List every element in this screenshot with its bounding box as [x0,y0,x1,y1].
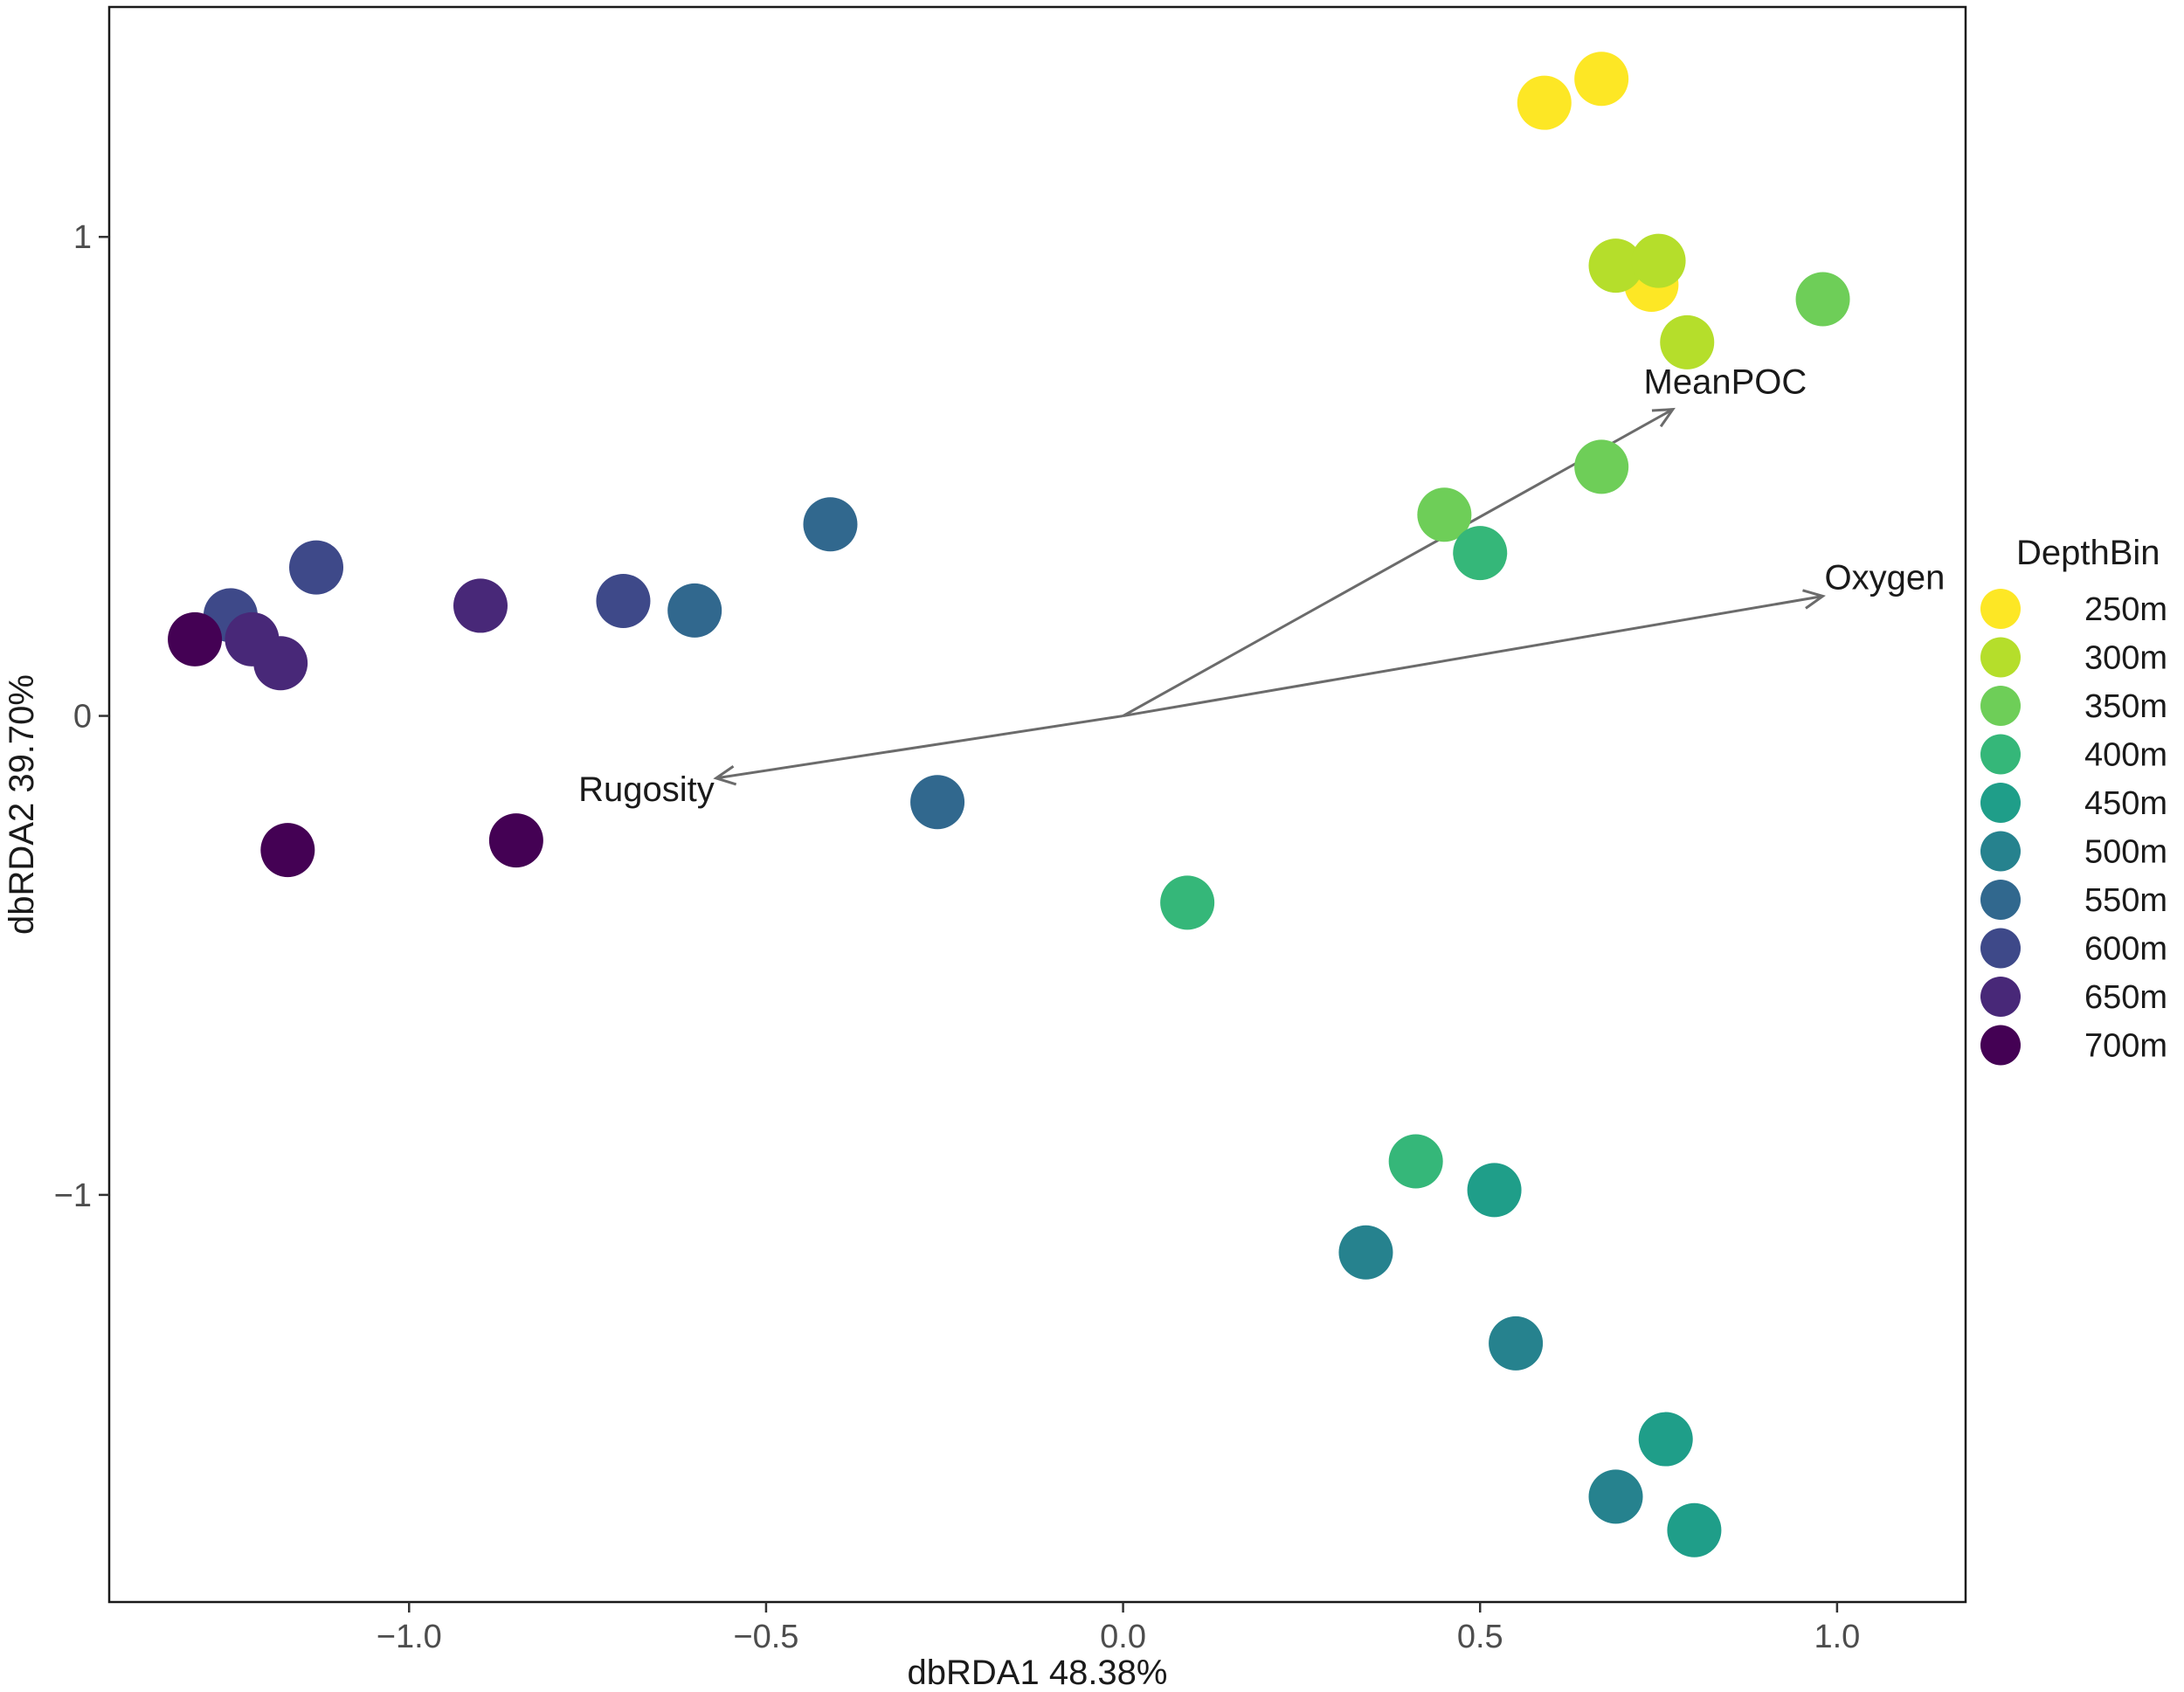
legend-label-250m: 250m [2084,591,2167,628]
legend-label-300m: 300m [2084,640,2167,677]
point-500m [1338,1225,1393,1280]
point-700m [168,611,223,666]
x-axis: −1.0 −0.5 0.0 0.5 1.0 [377,1602,1860,1655]
point-350m [1574,439,1629,494]
vector-rugosity-line [715,715,1123,780]
point-550m [910,775,965,830]
point-300m [1631,233,1686,288]
legend-key-650m [1980,977,2021,1017]
point-700m [488,813,543,868]
y-axis-title: dbRDA2 39.70% [3,674,41,935]
vector-meanpoc-label: MeanPOC [1644,363,1807,402]
point-400m [1388,1134,1443,1189]
legend-label-550m: 550m [2084,882,2167,919]
legend: DepthBin 250m 300m 350m 400m 450m 500m 550m 600… [1980,534,2167,1066]
point-600m [596,573,651,628]
legend-label-650m: 650m [2084,979,2167,1016]
legend-key-550m [1980,880,2021,920]
biplot-vectors: MeanPOC Oxygen Rugosity [578,363,1945,809]
point-250m [1517,75,1572,130]
vector-meanpoc-arrowhead [1651,407,1676,428]
legend-entries: 250m 300m 350m 400m 450m 500m 550m 600m 650m 700m [1980,589,2167,1066]
point-350m [1417,487,1472,542]
vector-oxygen-arrowhead [1802,589,1826,610]
legend-key-350m [1980,686,2021,726]
legend-key-500m [1980,831,2021,872]
legend-label-350m: 350m [2084,688,2167,725]
point-700m [260,823,315,878]
point-650m [253,636,308,691]
legend-label-400m: 400m [2084,737,2167,774]
legend-key-450m [1980,783,2021,823]
panel-border [107,5,1967,1604]
legend-title: DepthBin [2016,534,2160,572]
legend-label-450m: 450m [2084,785,2167,822]
point-300m [1660,314,1715,369]
x-tick-label: 0.5 [1457,1619,1503,1655]
legend-key-600m [1980,928,2021,969]
point-550m [803,497,858,552]
vector-oxygen-label: Oxygen [1825,558,1946,597]
point-500m [1489,1316,1544,1371]
point-650m [453,578,508,633]
vector-rugosity-arrowhead [713,765,737,786]
point-450m [1467,1163,1522,1218]
x-tick-label: −1.0 [377,1619,442,1655]
x-tick-label: −0.5 [733,1619,798,1655]
legend-label-600m: 600m [2084,931,2167,968]
data-points [168,52,1850,1557]
point-600m [289,540,344,595]
legend-label-500m: 500m [2084,834,2167,871]
legend-key-400m [1980,734,2021,775]
point-450m [1667,1502,1722,1557]
point-400m [1160,875,1215,930]
legend-key-250m [1980,589,2021,629]
point-350m [1795,272,1850,327]
x-tick-label: 1.0 [1814,1619,1860,1655]
point-450m [1638,1412,1693,1467]
y-axis: 1 0 −1 [54,219,109,1214]
y-tick-label: 0 [73,699,92,736]
point-250m [1574,52,1629,107]
point-400m [1453,526,1508,581]
legend-label-700m: 700m [2084,1028,2167,1065]
point-550m [667,583,722,638]
x-axis-title: dbRDA1 48.38% [908,1654,1168,1692]
legend-key-700m [1980,1025,2021,1066]
y-tick-label: −1 [54,1177,92,1214]
point-300m [1588,238,1643,294]
plot-panel [107,5,1967,1604]
x-tick-label: 0.0 [1100,1619,1146,1655]
vector-rugosity-label: Rugosity [578,770,715,809]
legend-key-300m [1980,637,2021,678]
y-tick-label: 1 [73,219,92,256]
point-500m [1588,1469,1643,1524]
vector-oxygen-line [1123,594,1823,718]
